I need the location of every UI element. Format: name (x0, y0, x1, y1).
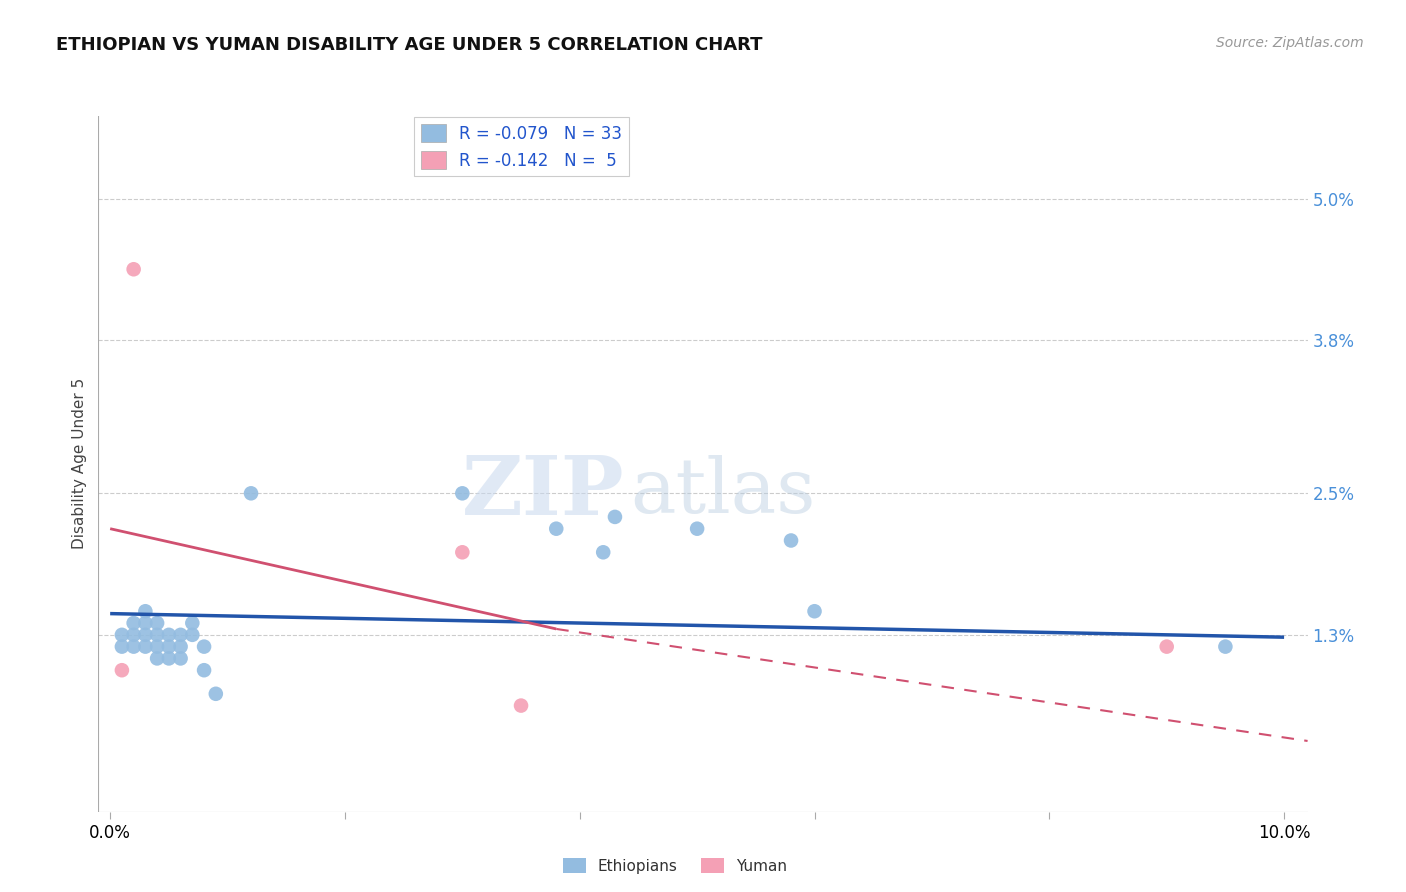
Point (592, 545, 614, 559)
Text: Source: ZipAtlas.com: Source: ZipAtlas.com (1216, 36, 1364, 50)
Point (546, 522, 568, 536)
Point (181, 628, 204, 642)
Point (122, 628, 145, 642)
Text: atlas: atlas (630, 455, 815, 529)
Point (157, 628, 180, 642)
Point (111, 663, 134, 677)
Point (803, 604, 825, 618)
Point (146, 628, 169, 642)
Point (193, 640, 215, 654)
Point (686, 522, 709, 536)
Point (181, 615, 204, 630)
Point (134, 628, 156, 642)
Legend: Ethiopians, Yuman: Ethiopians, Yuman (557, 852, 793, 880)
Point (451, 486, 474, 500)
Point (134, 615, 156, 630)
Point (169, 628, 191, 642)
Point (169, 651, 191, 665)
Point (122, 640, 145, 654)
Point (122, 615, 145, 630)
Point (134, 640, 156, 654)
Point (240, 486, 263, 500)
Point (169, 640, 191, 654)
Legend: R = -0.079   N = 33, R = -0.142   N =  5: R = -0.079 N = 33, R = -0.142 N = 5 (415, 118, 628, 177)
Point (510, 698, 533, 713)
Point (134, 604, 156, 618)
Point (204, 687, 226, 701)
Point (603, 509, 626, 524)
Point (122, 262, 145, 277)
Point (157, 651, 180, 665)
Point (146, 651, 169, 665)
Point (146, 640, 169, 654)
Point (1156, 640, 1178, 654)
Point (111, 640, 134, 654)
Point (146, 615, 169, 630)
Text: ZIP: ZIP (461, 451, 624, 532)
Point (157, 640, 180, 654)
Point (193, 663, 215, 677)
Y-axis label: Disability Age Under 5: Disability Age Under 5 (72, 378, 87, 549)
Point (1215, 640, 1237, 654)
Text: ETHIOPIAN VS YUMAN DISABILITY AGE UNDER 5 CORRELATION CHART: ETHIOPIAN VS YUMAN DISABILITY AGE UNDER … (56, 36, 762, 54)
Point (111, 628, 134, 642)
Point (780, 533, 803, 548)
Point (451, 545, 474, 559)
